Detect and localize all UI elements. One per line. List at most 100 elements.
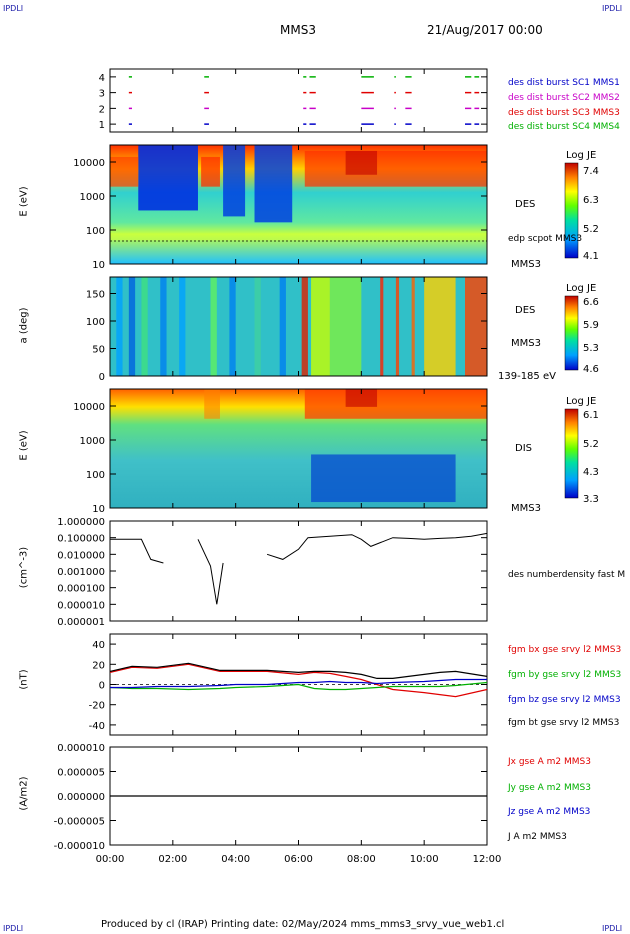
burst-panel-frame [109,68,488,133]
cb3-tick-0: 6.1 [583,410,599,421]
cb2-title: Log JE [566,283,597,294]
pad-tick-label-1: 50 [92,345,105,356]
des-spectrogram-stripe [345,150,378,175]
dis-energy-tick-label-1: 100 [86,470,105,481]
pad-stripe [380,277,384,376]
pad-stripe [301,277,308,376]
j-legend: J A m2 MMS3 [508,832,567,842]
pad-sc-label: MMS3 [511,338,541,349]
colorbar-2 [564,295,579,371]
density-tick-label-0: 1.000000 [57,517,105,528]
des-spectrogram-stripe [254,145,293,223]
pad-stripe [116,277,123,376]
burst-tick-label-3: 4 [99,73,105,84]
density-tick-label-4: 0.000100 [57,584,105,595]
by-legend: fgm by gse srvy l2 MMS3 [508,670,622,680]
dis-spectrogram-stripe [311,454,456,503]
des-spectrogram-stripe [201,156,220,187]
bfield-series-0 [109,663,488,698]
colorbar-1 [564,162,579,259]
dis-energy-tick-label-0: 10 [92,504,105,515]
pad-tick-label-0: 0 [99,372,105,383]
corner-label-tl: IPDLI [3,4,24,13]
x-tick-label-0: 00:00 [96,854,125,865]
pad-stripe [465,277,487,376]
des-spectrogram-stripe [110,156,139,187]
des-spectrogram-stripe [223,145,246,217]
cb1-tick-2: 5.2 [583,224,599,235]
jx-legend: Jx gse A m2 MMS3 [508,757,591,767]
des-energy-tick-label-2: 1000 [80,192,105,203]
jy-legend: Jy gse A m2 MMS3 [508,783,591,793]
pad-stripe [395,277,400,376]
density-tick-label-1: 0.100000 [57,534,105,545]
burst-legend-sc2: des dist burst SC2 MMS2 [508,93,620,103]
bfield-tick-label-3: -20 [89,701,105,712]
current-tick-label-4: -0.000010 [54,841,105,852]
dis-energy-tick-label-3: 10000 [73,402,105,413]
current-tick-label-1: 0.000005 [57,768,105,779]
dis-sc-label: MMS3 [511,503,541,514]
density-tick-label-6: 0.000001 [57,617,105,628]
density-line [110,532,488,605]
pad-stripe [254,277,261,376]
pad-stripe [411,277,415,376]
footer-text: Produced by cl (IRAP) Printing date: 02/… [101,919,505,930]
cb3-tick-2: 4.3 [583,467,599,478]
jz-legend: Jz gse A m2 MMS3 [508,807,591,817]
bfield-series-2 [110,678,487,689]
cb2-tick-2: 5.3 [583,343,599,354]
des-pitch-ylabel: a (deg) [18,307,30,344]
des-energy-tick-label-0: 10 [92,260,105,271]
dis-energy-ylabel: E (eV) [18,430,30,461]
burst-legend-sc3: des dist burst SC3 MMS3 [508,108,620,118]
bfield-tick-label-1: 20 [92,660,105,671]
des-spectrogram-stripe [138,145,198,211]
bt-legend: fgm bt gse srvy l2 MMS3 [508,718,620,728]
x-tick-label-1: 02:00 [158,854,187,865]
density-tick-label-3: 0.001000 [57,567,105,578]
cb1-tick-3: 4.1 [583,251,599,262]
des-sc-label: MMS3 [511,259,541,270]
pad-stripe [424,277,456,376]
pad-stripe [210,277,217,376]
cb3-tick-3: 3.3 [583,494,599,505]
current-tick-label-3: -0.000005 [54,817,105,828]
x-tick-label-5: 10:00 [410,854,439,865]
bx-legend: fgm bx gse srvy l2 MMS3 [508,645,622,655]
burst-tick-label-0: 1 [99,120,105,131]
density-legend: des numberdensity fast M [508,570,626,580]
corner-label-br: IPDLI [602,924,623,933]
colorbar-3 [564,408,579,499]
burst-tick-label-1: 2 [99,104,105,115]
bfield-tick-label-4: -40 [89,721,105,732]
pad-stripe [128,277,136,376]
cb3-title: Log JE [566,396,597,407]
cb2-tick-1: 5.9 [583,320,599,331]
des-energy-tick-label-3: 10000 [73,158,105,169]
bfield-tick-label-2: 0 [99,681,105,692]
cb3-tick-1: 5.2 [583,439,599,450]
density-ylabel: (cm^-3) [18,546,30,589]
density-tick-label-2: 0.010000 [57,550,105,561]
x-tick-label-4: 08:00 [347,854,376,865]
des-instrument-label: DES [515,199,536,210]
current-tick-label-0: 0.000010 [57,743,105,754]
pad-stripe [229,277,236,376]
des-energy-ylabel: E (eV) [18,186,30,217]
dis-energy-tick-label-2: 1000 [80,436,105,447]
burst-tick-label-2: 3 [99,89,105,100]
pad-tick-label-3: 150 [86,290,105,301]
x-tick-label-3: 06:00 [284,854,313,865]
cb1-title: Log JE [566,150,597,161]
cb2-tick-3: 4.6 [583,364,599,375]
dis-spectrogram-stripe [204,389,220,419]
spacecraft-title: MMS3 [280,23,316,37]
corner-label-tr: IPDLI [602,4,623,13]
current-tick-label-2: 0.000000 [57,792,105,803]
burst-legend-sc4: des dist burst SC4 MMS4 [508,122,620,132]
cb1-tick-0: 7.4 [583,166,599,177]
pad-stripe [141,277,148,376]
bfield-tick-label-0: 40 [92,640,105,651]
pad-energy-range: 139-185 eV [498,371,556,382]
